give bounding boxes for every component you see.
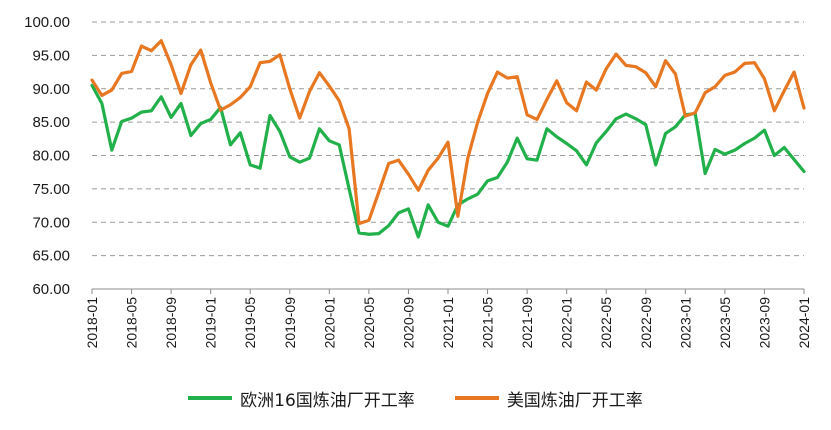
- x-tick-label: 2023-09: [756, 297, 772, 349]
- y-tick-label: 90.00: [32, 81, 70, 98]
- legend: 欧洲16国炼油厂开工率 美国炼油厂开工率: [0, 384, 831, 412]
- x-tick-label: 2021-01: [440, 297, 456, 349]
- series-line-1: [90, 39, 806, 226]
- y-tick-label: 75.00: [32, 181, 70, 198]
- x-tick-label: 2019-01: [203, 297, 219, 349]
- x-tick-label: 2022-05: [598, 297, 614, 349]
- x-tick-label: 2020-05: [361, 297, 377, 349]
- y-tick-label: 80.00: [32, 148, 70, 165]
- gridlines: [92, 21, 804, 257]
- y-tick-label: 60.00: [32, 281, 70, 298]
- legend-item-us: 美国炼油厂开工率: [454, 386, 643, 411]
- x-tick-label: 2018-05: [124, 297, 140, 349]
- legend-item-europe: 欧洲16国炼油厂开工率: [188, 386, 415, 411]
- y-tick-label: 100.00: [24, 14, 70, 31]
- y-tick-label: 65.00: [32, 248, 70, 265]
- x-tick-label: 2023-05: [717, 297, 733, 349]
- x-tick-label: 2019-09: [282, 297, 298, 349]
- x-tick-label: 2023-01: [677, 297, 693, 349]
- y-tick-label: 70.00: [32, 214, 70, 231]
- x-axis-tick-labels: 2018-01 2018-05 2018-09 2019-01 2019-05 2019-…: [84, 297, 812, 349]
- x-tick-label: 2018-09: [163, 297, 179, 349]
- x-tick-label: 2022-09: [638, 297, 654, 349]
- series-lines: [90, 39, 806, 239]
- y-tick-label: 85.00: [32, 114, 70, 131]
- x-tick-label: 2020-01: [321, 297, 337, 349]
- y-tick-label: 95.00: [32, 47, 70, 64]
- legend-swatch-us: [454, 396, 499, 400]
- x-axis: [91, 288, 805, 294]
- y-axis-tick-labels: 60.00 65.00 70.00 75.00 80.00 85.00 90.00 95.00…: [24, 14, 70, 298]
- x-tick-label: 2019-05: [242, 297, 258, 349]
- x-tick-label: 2021-05: [480, 297, 496, 349]
- x-tick-label: 2020-09: [400, 297, 416, 349]
- legend-label-us: 美国炼油厂开工率: [506, 390, 643, 411]
- x-tick-label: 2018-01: [84, 297, 100, 349]
- legend-label-europe: 欧洲16国炼油厂开工率: [240, 390, 415, 411]
- x-tick-label: 2021-09: [519, 297, 535, 349]
- legend-swatch-europe: [188, 396, 233, 400]
- x-tick-label: 2024-01: [796, 297, 812, 349]
- x-tick-label: 2022-01: [559, 297, 575, 349]
